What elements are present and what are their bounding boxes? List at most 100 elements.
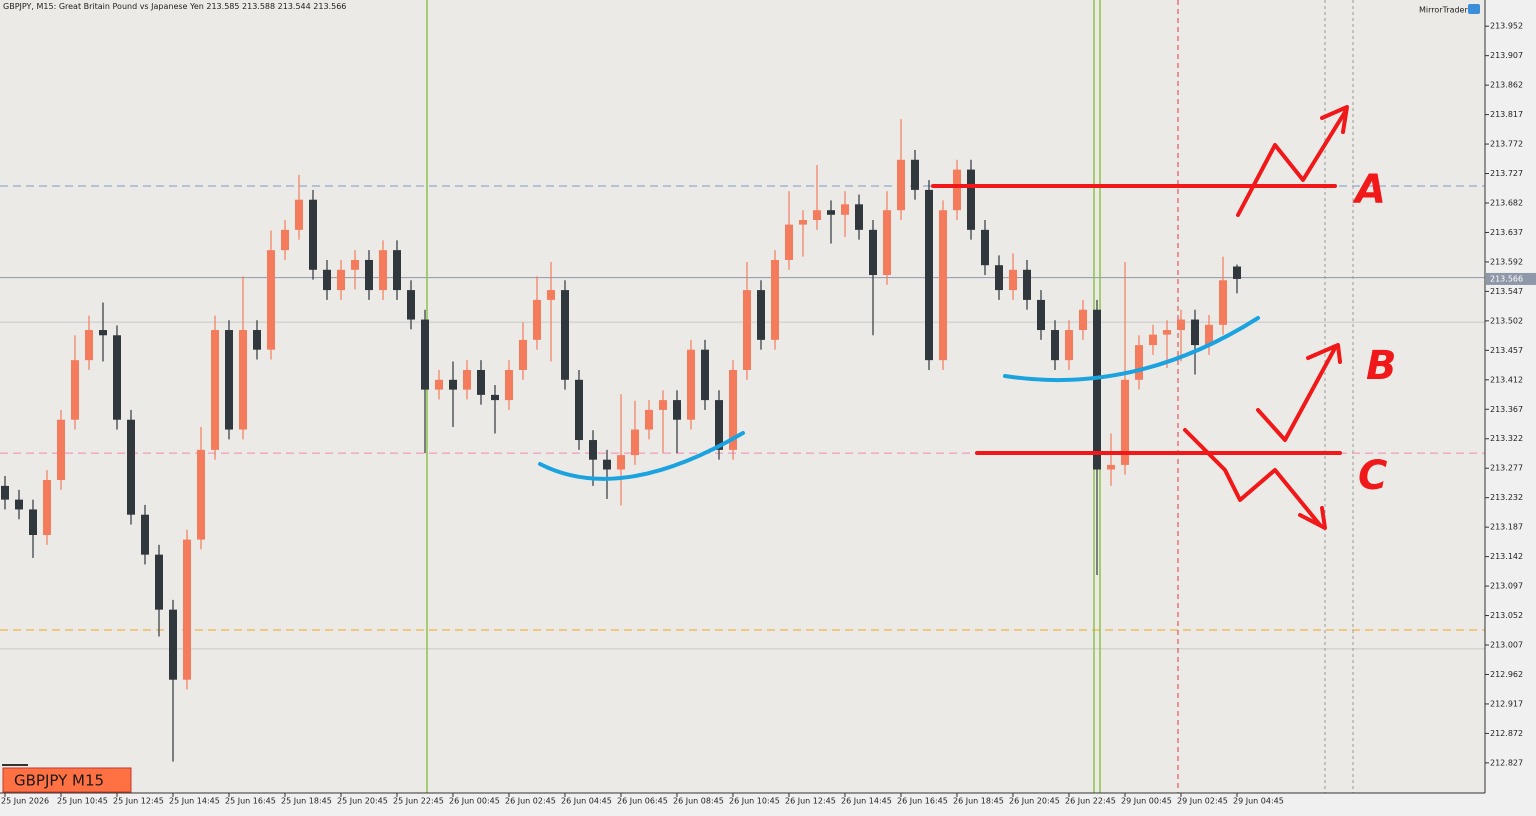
symbol-label: GBPJPY M15 [14, 772, 104, 790]
candle-body [953, 169, 961, 211]
candle-body [365, 259, 373, 291]
candle-body [701, 349, 709, 401]
x-tick-label: 26 Jun 04:45 [561, 797, 612, 806]
x-tick-label: 25 Jun 12:45 [113, 797, 164, 806]
y-axis: 213.952 213.907 213.862 213.817 213.772 213.7… [1485, 22, 1523, 767]
candle-body [575, 379, 583, 441]
candle-body [1009, 269, 1017, 291]
candle-body [1051, 330, 1059, 361]
candle-body [421, 319, 429, 390]
y-tick-label: 213.772 [1490, 140, 1523, 149]
x-tick-label: 26 Jun 18:45 [953, 797, 1004, 806]
annotation: C [1358, 453, 1387, 499]
x-tick-label: 29 Jun 02:45 [1177, 797, 1228, 806]
drawn-arrow [1256, 343, 1342, 442]
y-tick-label: 213.322 [1490, 434, 1523, 443]
header-low: 213.544 [278, 2, 311, 11]
drawn-curve [1003, 316, 1260, 383]
candle-body [1163, 330, 1171, 335]
candle-body [799, 220, 807, 225]
candle-body [841, 204, 849, 215]
candle-body [435, 379, 443, 390]
candle-body [869, 229, 877, 276]
y-tick-label: 213.817 [1490, 110, 1523, 119]
candle-body [785, 224, 793, 260]
candle-body [589, 440, 597, 460]
y-tick-label: 212.962 [1490, 670, 1523, 679]
candle-body [1121, 379, 1129, 465]
candle-body [659, 400, 667, 410]
candle-body [43, 479, 51, 535]
brand-icon [1468, 4, 1480, 14]
x-tick-label: 26 Jun 12:45 [785, 797, 836, 806]
x-tick-label: 25 Jun 20:45 [337, 797, 388, 806]
y-tick-label: 213.097 [1490, 582, 1523, 591]
candle-body [15, 499, 23, 510]
plot-area [0, 0, 1485, 793]
candle-body [1065, 330, 1073, 361]
y-tick-label: 213.052 [1490, 611, 1523, 620]
candle-body [687, 349, 695, 420]
candle-body [995, 265, 1003, 291]
x-tick-label: 25 Jun 22:45 [393, 797, 444, 806]
candle-body [281, 229, 289, 251]
candle-body [743, 290, 751, 370]
candle-body [57, 419, 65, 480]
y-tick-label: 213.862 [1490, 81, 1523, 90]
candle-body [533, 299, 541, 340]
candle-body [29, 509, 37, 535]
candle-body [309, 199, 317, 270]
candle-body [183, 539, 191, 680]
x-tick-label: 29 Jun 00:45 [1121, 797, 1172, 806]
candle-body [1177, 319, 1185, 331]
header-high: 213.588 [242, 2, 275, 11]
candle-body [1023, 269, 1031, 300]
y-tick-label: 212.872 [1490, 729, 1523, 738]
candle-body [617, 455, 625, 470]
candle-body [631, 429, 639, 456]
annotation: B [1366, 343, 1397, 389]
candle-body [547, 290, 555, 300]
candle-body [855, 204, 863, 230]
candle-body [673, 400, 681, 420]
candle-body [1079, 309, 1087, 331]
y-tick-label: 213.007 [1490, 641, 1523, 650]
candle-body [253, 330, 261, 350]
candle-body [827, 210, 835, 215]
candle-body [603, 459, 611, 470]
y-tick-label: 213.682 [1490, 198, 1523, 207]
candle-body [715, 400, 723, 450]
y-tick-label: 213.502 [1490, 316, 1523, 325]
brand: MirrorTrader [1419, 6, 1468, 15]
candle-body [939, 210, 947, 361]
candle-body [967, 169, 975, 230]
drawn-curve [538, 431, 745, 481]
y-tick-label: 213.232 [1490, 493, 1523, 502]
candle-body [813, 210, 821, 221]
candle-body [519, 339, 527, 370]
x-tick-label: 26 Jun 06:45 [617, 797, 668, 806]
candle-body [1135, 345, 1143, 380]
candle-body [1191, 319, 1199, 346]
x-tick-label: 25 Jun 10:45 [57, 797, 108, 806]
candle-body [561, 290, 569, 380]
candle-body [771, 259, 779, 340]
candle-body [1219, 280, 1227, 325]
y-tick-label: 212.917 [1490, 699, 1523, 708]
candle-body [169, 609, 177, 680]
candle-body [505, 369, 513, 401]
y-tick-label: 213.547 [1490, 287, 1523, 296]
candle-body [85, 330, 93, 361]
header-open: 213.585 [206, 2, 239, 11]
candle-body [99, 330, 107, 336]
x-tick-label: 25 Jun 14:45 [169, 797, 220, 806]
y-tick-label: 213.412 [1490, 375, 1523, 384]
candle-body [155, 554, 163, 610]
candle-body [981, 229, 989, 266]
x-tick-label: 29 Jun 04:45 [1233, 797, 1284, 806]
candle-body [449, 379, 457, 390]
current-price: 213.566 [1486, 272, 1536, 285]
candle-body [393, 250, 401, 291]
x-tick-label: 26 Jun 00:45 [449, 797, 500, 806]
